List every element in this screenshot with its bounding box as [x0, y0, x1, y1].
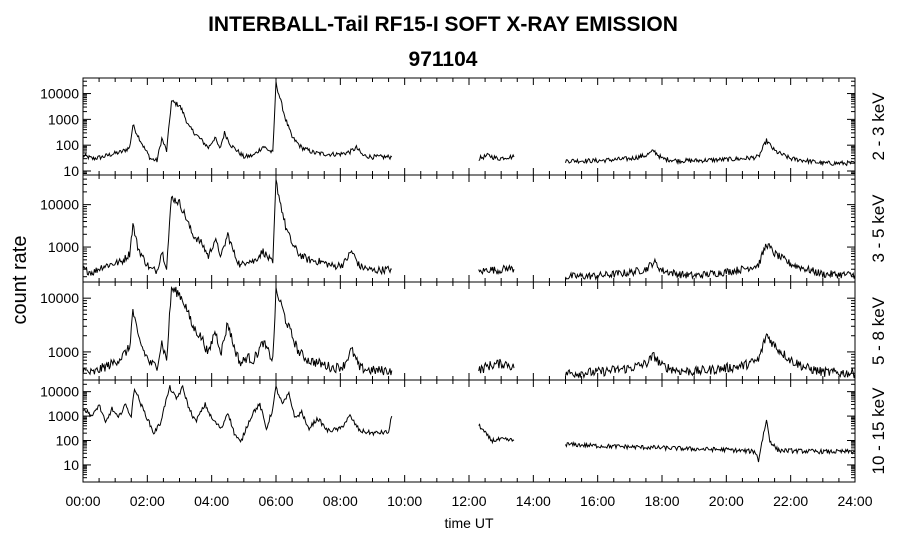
x-tick-label: 24:00 — [837, 493, 872, 509]
panel-energy-label: 10 - 15 keV — [869, 387, 888, 475]
panel-energy-label: 5 - 8 keV — [869, 296, 888, 365]
series-line — [565, 138, 856, 167]
x-tick-label: 02:00 — [130, 493, 165, 509]
x-axis-title: time UT — [445, 515, 494, 531]
panel-frame — [82, 174, 856, 283]
x-tick-label: 06:00 — [258, 493, 293, 509]
y-tick-label: 1000 — [48, 344, 79, 360]
y-tick-label: 10 — [63, 457, 79, 473]
x-tick-label: 14:00 — [516, 493, 551, 509]
series-line — [478, 358, 515, 374]
series-line — [478, 152, 515, 161]
y-axis-title: count rate — [9, 236, 31, 325]
series-line — [565, 333, 856, 380]
y-tick-label: 100 — [56, 433, 80, 449]
x-tick-label: 10:00 — [387, 493, 422, 509]
chart-subtitle: 971104 — [408, 48, 478, 71]
x-tick-label: 16:00 — [580, 493, 615, 509]
x-tick-label: 12:00 — [451, 493, 486, 509]
panel-frame — [82, 379, 856, 483]
y-tick-label: 100 — [56, 137, 80, 153]
x-tick-label: 20:00 — [709, 493, 744, 509]
series-line — [478, 264, 515, 276]
y-tick-label: 10000 — [40, 384, 79, 400]
y-tick-label: 10000 — [40, 86, 79, 102]
y-tick-label: 1000 — [48, 239, 79, 255]
series-line — [82, 384, 393, 444]
series-line — [82, 179, 392, 276]
x-tick-label: 22:00 — [773, 493, 808, 509]
chart-title: INTERBALL-Tail RF15-I SOFT X-RAY EMISSIO… — [208, 13, 678, 36]
y-tick-label: 10000 — [40, 290, 79, 306]
x-tick-label: 04:00 — [194, 493, 229, 509]
y-tick-label: 1000 — [48, 111, 79, 127]
x-tick-label: 08:00 — [323, 493, 358, 509]
panel-energy-label: 2 - 3 keV — [869, 92, 888, 161]
panel-energy-label: 3 - 5 keV — [869, 194, 888, 263]
x-tick-label: 00:00 — [65, 493, 100, 509]
series-line — [478, 423, 515, 445]
x-tick-label: 18:00 — [644, 493, 679, 509]
y-tick-label: 10 — [63, 163, 79, 179]
series-line — [82, 286, 393, 376]
series-line — [82, 81, 393, 163]
series-line — [565, 419, 856, 463]
series-line — [565, 243, 856, 281]
y-tick-label: 10000 — [40, 197, 79, 213]
y-tick-label: 1000 — [48, 408, 79, 424]
